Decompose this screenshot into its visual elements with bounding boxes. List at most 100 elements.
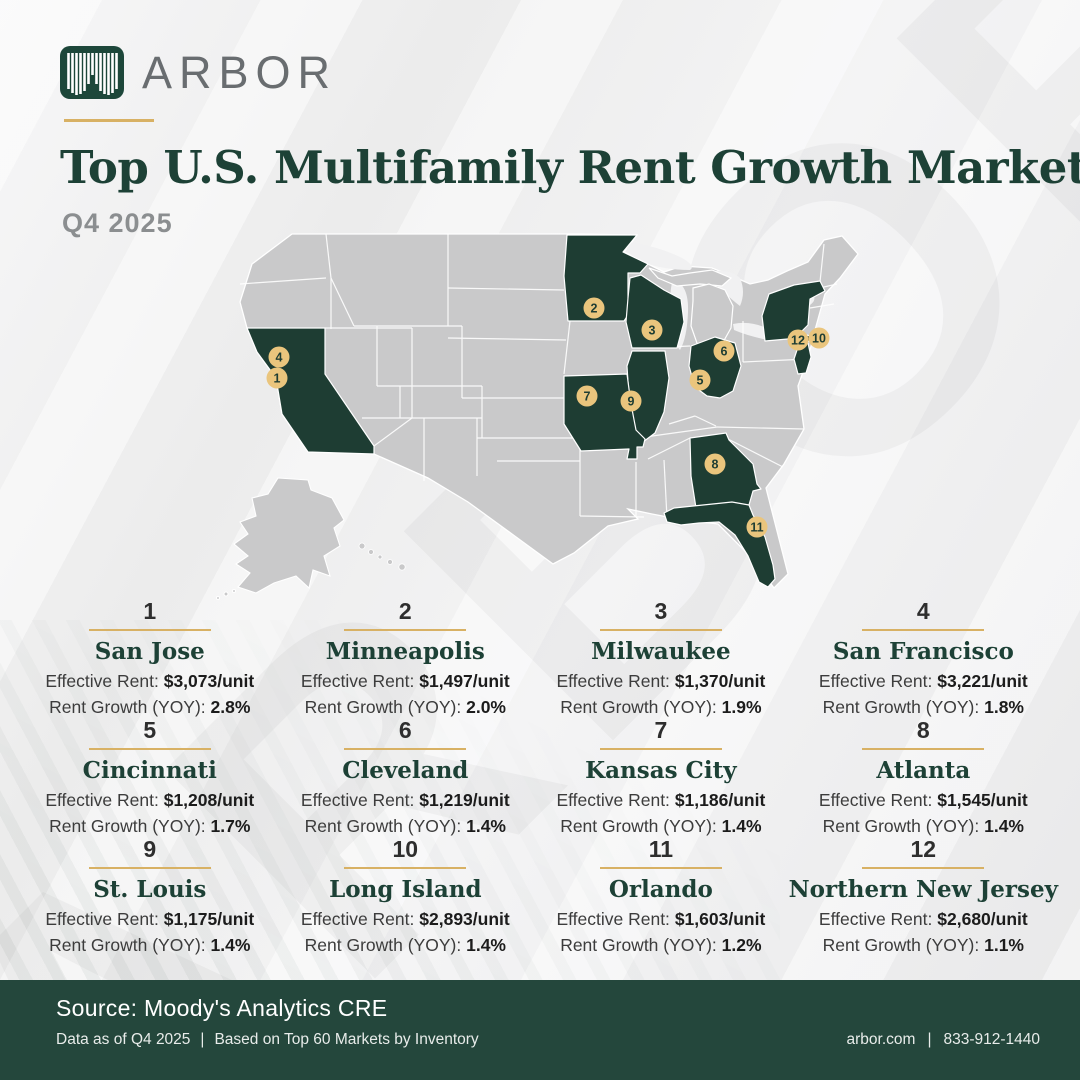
gold-divider bbox=[862, 867, 985, 870]
gold-divider bbox=[344, 629, 467, 632]
svg-text:3: 3 bbox=[649, 324, 656, 338]
svg-text:6: 6 bbox=[721, 345, 728, 359]
market-rank: 8 bbox=[916, 717, 930, 743]
market-growth: Rent Growth (YOY): 1.4% bbox=[822, 815, 1024, 836]
market-rank: 7 bbox=[654, 717, 668, 743]
market-growth: Rent Growth (YOY): 2.8% bbox=[49, 696, 251, 717]
market-growth: Rent Growth (YOY): 1.2% bbox=[560, 934, 762, 955]
market-city: Orlando bbox=[608, 876, 713, 904]
gold-divider bbox=[599, 748, 722, 751]
arbor-logotype: ARBOR bbox=[142, 47, 338, 98]
market-rent: Effective Rent: $3,221/unit bbox=[818, 671, 1028, 692]
svg-text:8: 8 bbox=[712, 458, 719, 472]
market-city: Long Island bbox=[329, 876, 482, 904]
market-growth: Rent Growth (YOY): 1.4% bbox=[49, 934, 251, 955]
market-rent: Effective Rent: $1,208/unit bbox=[45, 790, 255, 811]
market-city: San Jose bbox=[94, 638, 205, 666]
data-as-of: Data as of Q4 2025 bbox=[56, 1031, 191, 1048]
market-city: Northern New Jersey bbox=[788, 876, 1058, 904]
svg-text:11: 11 bbox=[750, 521, 763, 535]
market-rent: Effective Rent: $1,545/unit bbox=[818, 790, 1028, 811]
market-rank: 4 bbox=[916, 598, 930, 624]
market-card: 2 Minneapolis Effective Rent: $1,497/uni… bbox=[278, 598, 534, 718]
market-rent: Effective Rent: $1,219/unit bbox=[300, 790, 510, 811]
map-marker-8: 8 bbox=[704, 453, 726, 475]
market-card: 4 San Francisco Effective Rent: $3,221/u… bbox=[789, 598, 1058, 718]
svg-text:1: 1 bbox=[274, 372, 281, 386]
map-marker-1: 1 bbox=[266, 367, 288, 389]
website: arbor.com bbox=[846, 1031, 916, 1048]
svg-text:4: 4 bbox=[276, 351, 283, 365]
gold-divider bbox=[344, 867, 467, 870]
market-card: 1 San Jose Effective Rent: $3,073/unit R… bbox=[22, 598, 278, 718]
svg-text:2: 2 bbox=[591, 302, 598, 316]
market-rent: Effective Rent: $1,186/unit bbox=[556, 790, 766, 811]
market-city: Milwaukee bbox=[591, 638, 731, 666]
market-rent: Effective Rent: $1,497/unit bbox=[300, 671, 510, 692]
market-rank: 1 bbox=[143, 598, 157, 624]
map-marker-10: 10 bbox=[808, 327, 830, 349]
market-growth: Rent Growth (YOY): 1.4% bbox=[304, 815, 506, 836]
source-text: Source: Moody's Analytics CRE bbox=[56, 995, 388, 1021]
market-growth: Rent Growth (YOY): 1.8% bbox=[822, 696, 1024, 717]
market-growth: Rent Growth (YOY): 1.4% bbox=[304, 934, 506, 955]
arbor-logo-icon bbox=[60, 46, 124, 99]
map-markers: 1 2 3 4 5 6 7 8 9 10 11 12 bbox=[266, 297, 830, 538]
market-rank: 12 bbox=[910, 836, 937, 862]
state-georgia bbox=[689, 432, 762, 509]
map-marker-7: 7 bbox=[576, 385, 598, 407]
basis-note: Based on Top 60 Markets by Inventory bbox=[214, 1031, 479, 1048]
page-title: Top U.S. Multifamily Rent Growth Markets bbox=[60, 141, 1080, 194]
market-card: 11 Orlando Effective Rent: $1,603/unit R… bbox=[533, 836, 789, 956]
market-city: San Francisco bbox=[832, 638, 1014, 666]
gold-divider bbox=[88, 748, 211, 751]
footer-contact: arbor.com | 833-912-1440 bbox=[847, 1031, 1040, 1049]
us-map: 1 2 3 4 5 6 7 8 9 10 11 12 bbox=[212, 226, 872, 626]
svg-text:7: 7 bbox=[584, 390, 591, 404]
market-card: 3 Milwaukee Effective Rent: $1,370/unit … bbox=[533, 598, 789, 718]
market-city: Cincinnati bbox=[82, 757, 217, 785]
market-card: 5 Cincinnati Effective Rent: $1,208/unit… bbox=[22, 717, 278, 837]
svg-text:9: 9 bbox=[628, 395, 635, 409]
market-rent: Effective Rent: $3,073/unit bbox=[45, 671, 255, 692]
market-rent: Effective Rent: $1,175/unit bbox=[45, 909, 255, 930]
divider: | bbox=[200, 1031, 205, 1048]
market-city: Minneapolis bbox=[325, 638, 485, 666]
market-card: 12 Northern New Jersey Effective Rent: $… bbox=[788, 836, 1058, 956]
market-city: Atlanta bbox=[876, 757, 971, 785]
market-rent: Effective Rent: $1,603/unit bbox=[556, 909, 766, 930]
gold-divider bbox=[88, 629, 211, 632]
market-rank: 3 bbox=[654, 598, 668, 624]
footer: Source: Moody's Analytics CRE Data as of… bbox=[0, 980, 1080, 1080]
phone-number: 833-912-1440 bbox=[943, 1031, 1040, 1048]
gold-divider bbox=[862, 629, 985, 632]
arbor-logo: ARBOR bbox=[60, 46, 337, 99]
divider: | bbox=[927, 1031, 932, 1048]
map-marker-5: 5 bbox=[689, 369, 711, 391]
market-growth: Rent Growth (YOY): 1.1% bbox=[822, 934, 1024, 955]
market-rank: 9 bbox=[143, 836, 157, 862]
svg-text:12: 12 bbox=[791, 334, 805, 348]
gold-divider bbox=[862, 748, 985, 751]
cards-grid: 1 San Jose Effective Rent: $3,073/unit R… bbox=[22, 598, 1058, 956]
market-growth: Rent Growth (YOY): 2.0% bbox=[304, 696, 506, 717]
page-subtitle: Q4 2025 bbox=[62, 208, 173, 238]
market-card: 6 Cleveland Effective Rent: $1,219/unit … bbox=[278, 717, 534, 837]
market-rank: 5 bbox=[143, 717, 157, 743]
gold-divider bbox=[88, 867, 211, 870]
svg-text:5: 5 bbox=[697, 374, 704, 388]
state-alaska bbox=[215, 477, 345, 601]
market-city: Kansas City bbox=[585, 757, 737, 785]
state-wisconsin bbox=[625, 274, 685, 349]
market-rank: 10 bbox=[392, 836, 419, 862]
market-growth: Rent Growth (YOY): 1.4% bbox=[560, 815, 762, 836]
state-michigan bbox=[648, 267, 734, 347]
gold-accent-rule bbox=[64, 119, 154, 122]
market-card: 7 Kansas City Effective Rent: $1,186/uni… bbox=[533, 717, 789, 837]
map-marker-3: 3 bbox=[641, 319, 663, 341]
market-rent: Effective Rent: $1,370/unit bbox=[556, 671, 766, 692]
gold-divider bbox=[599, 867, 722, 870]
state-minnesota bbox=[563, 234, 649, 322]
market-rent: Effective Rent: $2,893/unit bbox=[300, 909, 510, 930]
market-city: St. Louis bbox=[93, 876, 207, 904]
